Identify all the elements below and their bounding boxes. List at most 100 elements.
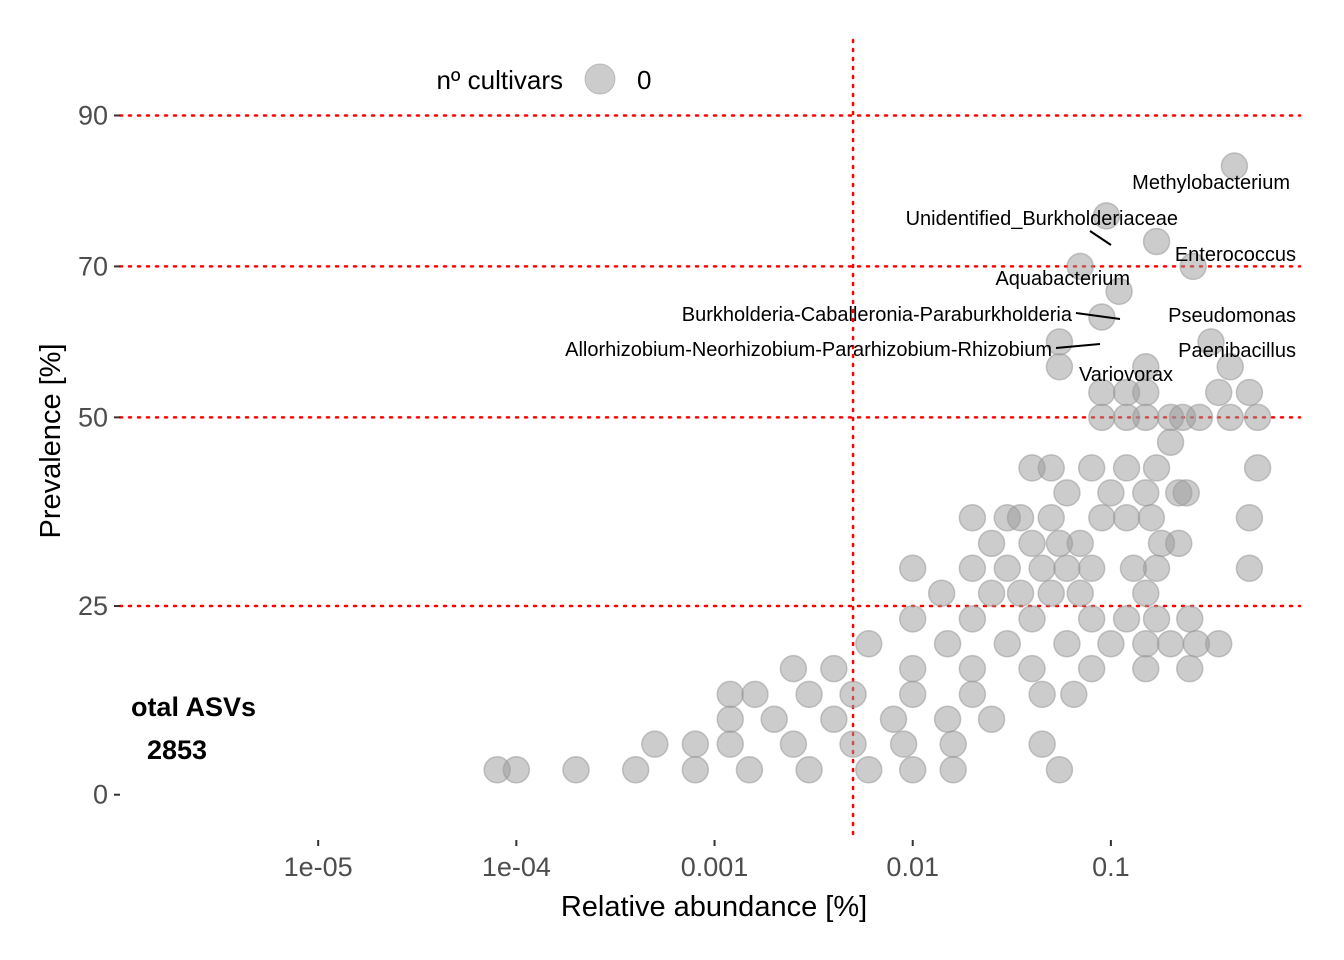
data-point [839,680,867,709]
data-point [854,756,883,784]
data-point [898,680,927,709]
data-point [977,529,1006,558]
labeled-point [1066,252,1094,281]
data-point [1165,529,1193,558]
genus-label-8: Variovorax [1079,364,1173,386]
data-point [1112,605,1141,633]
x-tick-label: 0.01 [886,852,939,882]
data-point [898,605,927,633]
data-point [1204,630,1233,658]
data-point [1077,654,1106,683]
data-point [1088,503,1116,532]
data-point [1088,403,1116,432]
data-point [854,630,883,658]
genus-label-4: Burkholderia-Caballeronia-Paraburkholder… [682,304,1073,326]
label-leader-1 [1089,230,1112,246]
data-point [1156,630,1185,658]
data-point [1066,579,1094,607]
data-point [1235,503,1264,532]
data-point [1235,378,1264,407]
labeled-point [1197,328,1225,356]
labeled-point [1105,277,1133,306]
data-point [993,630,1022,658]
y-tick-label: 70 [78,251,108,281]
data-point [933,705,962,733]
data-point [1112,454,1141,482]
total-asvs-count: 2853 [147,735,207,765]
scatter-points [483,152,1272,784]
data-point [1077,554,1106,583]
data-point [1235,554,1264,583]
x-tick-label: 1e-05 [284,852,353,882]
data-point [1142,454,1171,482]
legend-entry-0: 0 [637,65,651,95]
data-point [933,630,962,658]
data-point [898,654,927,683]
y-tick-label: 25 [78,591,108,621]
data-point [1137,503,1166,532]
x-tick-label: 0.001 [681,852,749,882]
data-point [562,756,590,784]
data-point [1037,503,1065,532]
data-point [958,503,987,532]
data-point [1077,605,1106,633]
data-point [939,756,967,784]
data-point [1028,730,1056,758]
data-point [1142,605,1171,633]
genus-labels: Methylobacterium Unidentified_Burkholderi… [565,172,1296,386]
total-asvs-annotation: otal ASVs 2853 [131,692,256,765]
data-point [1053,554,1081,583]
data-point [1132,479,1160,507]
genus-label-7: Paenibacillus [1178,340,1296,362]
data-point [1132,403,1160,432]
data-point [741,680,769,709]
data-point [779,654,808,683]
data-point [1077,454,1106,482]
data-point [1204,378,1233,407]
data-point [735,756,764,784]
data-point [1037,454,1065,482]
y-axis-title: Prevalence [%] [35,343,67,538]
genus-label-3: Aquabacterium [995,268,1130,290]
data-point [939,730,967,758]
data-point [716,705,744,733]
data-point [1066,529,1094,558]
data-point [1045,756,1074,784]
genus-label-5: Pseudomonas [1168,305,1296,327]
data-point [1176,654,1204,683]
x-axis-title: Relative abundance [%] [561,891,867,923]
data-point [1216,353,1244,381]
data-point [1018,529,1046,558]
x-tick-label: 0.1 [1092,852,1130,882]
data-point [977,705,1006,733]
data-point [879,705,908,733]
y-tick-label: 90 [78,100,108,130]
data-point [839,730,867,758]
data-point [716,730,744,758]
data-point [1132,654,1160,683]
data-point [716,680,744,709]
genus-label-6: Allorhizobium-Neorhizobium-Pararhizobium… [565,339,1052,361]
data-point [1119,554,1148,583]
data-point [1006,503,1035,532]
data-point [1018,654,1046,683]
data-point [820,654,848,683]
label-leader-4 [1075,312,1121,320]
data-point [927,579,956,607]
data-point [898,756,927,784]
y-axis: 0 25 50 70 90 [78,100,120,810]
data-point [681,756,710,784]
labeled-point [1142,227,1171,256]
data-point [993,554,1022,583]
data-point [795,680,823,709]
legend: nº cultivars 0 [436,63,651,95]
legend-swatch [584,63,616,95]
data-point [1028,680,1056,709]
data-point [1142,554,1171,583]
data-point [760,705,788,733]
data-point [1053,479,1081,507]
data-point [958,654,987,683]
data-point [1185,403,1214,432]
data-point [1216,403,1244,432]
